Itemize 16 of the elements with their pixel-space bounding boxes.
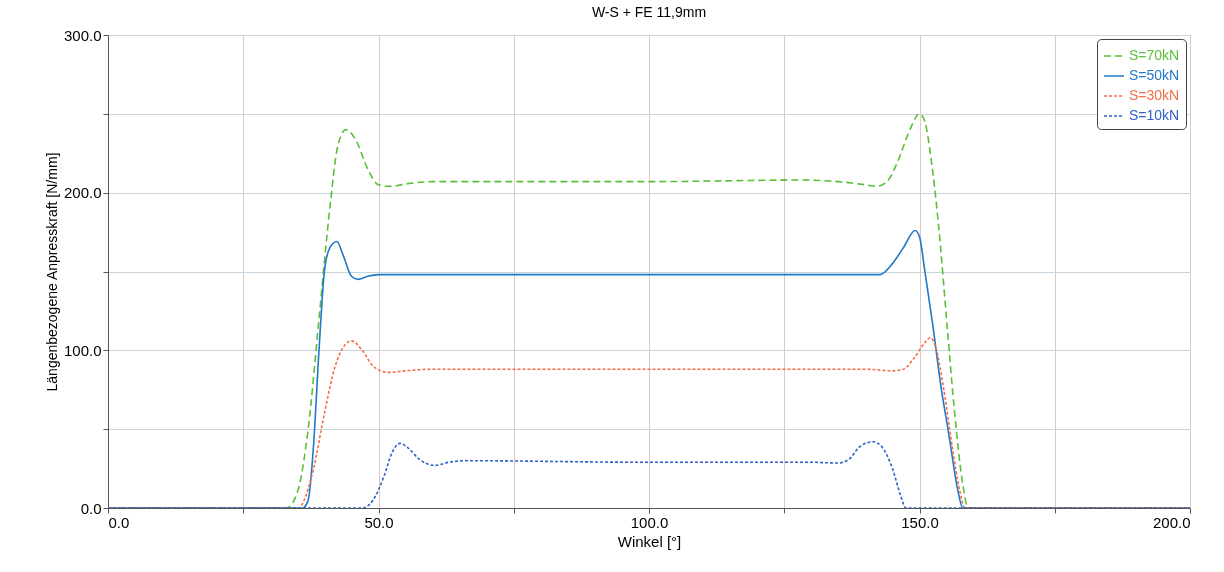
chart-title: W-S + FE 11,9mm bbox=[591, 4, 707, 20]
x-tick-label: 0.0 bbox=[108, 513, 130, 531]
x-tick-label: 100.0 bbox=[630, 513, 669, 531]
y-tick-label: 100.0 bbox=[63, 341, 102, 359]
y-tick-label: 200.0 bbox=[63, 184, 102, 202]
x-axis-title: Winkel [°] bbox=[617, 532, 682, 550]
legend-label: S=70kN bbox=[1129, 47, 1180, 63]
y-tick-label: 0.0 bbox=[80, 499, 102, 517]
legend-label: S=10kN bbox=[1129, 107, 1180, 123]
x-tick-label: 50.0 bbox=[364, 513, 394, 531]
y-axis-title: Längenbezogene Anpresskraft [N/mm] bbox=[43, 152, 60, 392]
legend-label: S=30kN bbox=[1129, 87, 1180, 103]
x-tick-label: 200.0 bbox=[1152, 513, 1191, 531]
y-tick-label: 300.0 bbox=[63, 26, 102, 44]
x-tick-label: 150.0 bbox=[901, 513, 939, 531]
legend-label: S=50kN bbox=[1129, 67, 1180, 83]
